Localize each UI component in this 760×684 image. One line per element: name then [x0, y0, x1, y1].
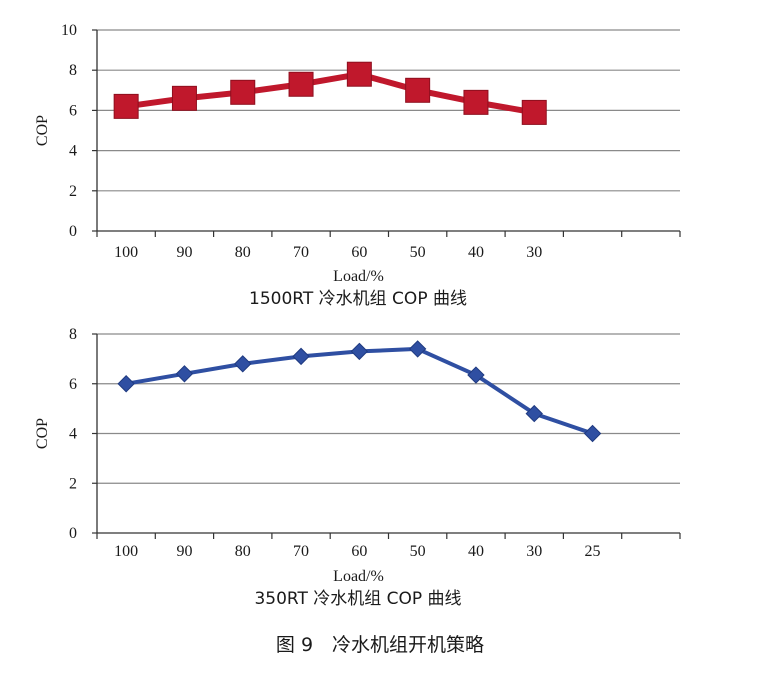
data-point — [463, 89, 489, 115]
x-tick-label: 80 — [235, 244, 251, 261]
x-tick-label: 100 — [114, 543, 138, 560]
x-tick-label: 60 — [351, 543, 367, 560]
x-axis-label: Load/% — [333, 568, 384, 585]
chart-title: 350RT 冷水机组 COP 曲线 — [254, 589, 461, 609]
data-point — [292, 347, 310, 366]
x-axis-label: Load/% — [333, 268, 384, 285]
x-tick-label: 90 — [176, 543, 192, 560]
y-tick-label: 4 — [69, 143, 77, 160]
y-tick-label: 0 — [69, 525, 77, 542]
y-axis-label: COP — [34, 115, 51, 146]
y-tick-label: 10 — [61, 22, 77, 39]
data-point — [521, 99, 547, 125]
data-point — [408, 340, 427, 358]
series-line — [125, 346, 594, 436]
y-tick-label: 2 — [69, 475, 77, 492]
x-tick-label: 80 — [235, 543, 251, 560]
x-tick-label: 100 — [114, 244, 138, 261]
data-point — [525, 404, 543, 423]
x-tick-label: 40 — [468, 244, 484, 261]
data-point — [117, 375, 135, 393]
x-tick-label: 30 — [526, 244, 542, 261]
x-tick-label: 70 — [293, 543, 309, 560]
x-tick-label: 50 — [410, 244, 426, 261]
chart-2: 0 2 4 6 8 100 90 80 70 60 50 40 30 25 Load/% COP 350RT 冷… — [34, 326, 681, 609]
y-tick-label: 2 — [69, 183, 77, 200]
chart-title: 1500RT 冷水机组 COP 曲线 — [249, 289, 467, 309]
data-point — [405, 77, 431, 103]
y-tick-label: 0 — [69, 223, 77, 240]
y-tick-label: 8 — [69, 62, 77, 79]
data-point — [171, 85, 197, 111]
x-tick-label: 25 — [585, 543, 601, 560]
data-point — [583, 424, 602, 443]
y-axis-label: COP — [34, 418, 51, 449]
figure-caption: 图 9 冷水机组开机策略 — [276, 634, 484, 656]
y-tick-label: 6 — [69, 102, 77, 119]
data-point — [234, 355, 252, 373]
chart-1: 0 2 4 6 8 10 100 90 80 70 60 50 40 30 Load/% COP 1500RT … — [34, 22, 681, 309]
data-point — [346, 61, 372, 87]
y-tick-label: 6 — [69, 376, 77, 393]
x-tick-label: 30 — [526, 543, 542, 560]
data-point — [467, 366, 485, 384]
data-point — [288, 71, 314, 97]
x-tick-label: 70 — [293, 244, 309, 261]
y-tick-label: 8 — [69, 326, 77, 343]
data-point — [113, 93, 139, 119]
x-tick-label: 60 — [351, 244, 367, 261]
x-tick-label: 40 — [468, 543, 484, 560]
data-point — [175, 365, 194, 383]
x-tick-label: 50 — [410, 543, 426, 560]
data-point — [230, 79, 256, 105]
data-point — [350, 342, 369, 361]
y-tick-label: 4 — [69, 426, 77, 443]
x-tick-label: 90 — [176, 244, 192, 261]
